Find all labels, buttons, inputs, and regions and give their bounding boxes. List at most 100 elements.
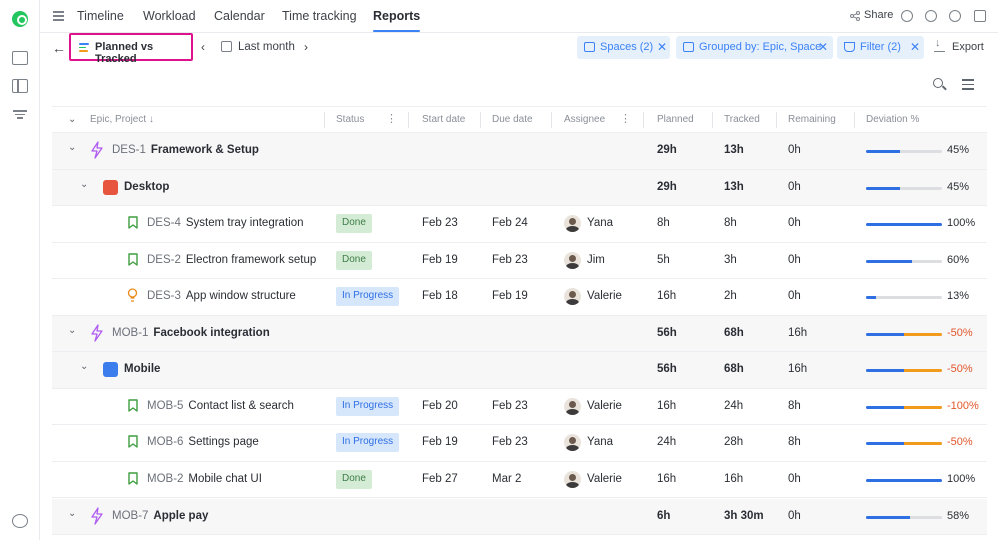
task-name[interactable]: MOB-6 Settings page [147,436,259,449]
view-settings-icon[interactable] [962,79,974,93]
tab-time-tracking[interactable]: Time tracking [282,9,357,23]
column-divider[interactable] [480,112,481,128]
col-assignee[interactable]: Assignee [564,114,606,125]
column-divider[interactable] [854,112,855,128]
search-icon[interactable] [933,78,943,88]
assignee-name[interactable]: Valerie [587,290,622,303]
epic-row[interactable]: ⌄ MOB-1 Facebook integration 56h 68h 16h -50% [52,315,987,353]
col-epic-project[interactable]: Epic, Project ↓ [90,114,154,125]
status-badge[interactable]: In Progress [336,287,400,307]
project-row[interactable]: ⌄ Desktop 29h 13h 0h 45% [52,169,987,207]
bookmark-icon [128,252,138,266]
chat-icon[interactable] [12,514,28,528]
col-tracked[interactable]: Tracked [724,114,760,125]
status-badge[interactable]: Done [336,250,372,270]
assignee-name[interactable]: Yana [587,217,614,230]
assignee-name[interactable]: Yana [587,436,614,449]
assignee-name[interactable]: Jim [587,253,605,266]
mobile-app-icon [103,362,118,378]
status-badge[interactable]: Done [336,469,372,489]
tab-workload[interactable]: Workload [143,9,196,23]
column-divider[interactable] [712,112,713,128]
task-row[interactable]: DES-4 System tray integration Done Feb 23 Fe… [52,206,987,243]
filter-chip[interactable]: Filter (2) ✕ [837,36,924,59]
assignee-name[interactable]: Valerie [587,399,622,412]
avatar [564,251,581,269]
group-icon [683,42,694,52]
tab-timeline[interactable]: Timeline [77,9,124,23]
assignee-name[interactable]: Valerie [587,472,622,485]
grouped-by-chip[interactable]: Grouped by: Epic, Space ✕ [676,36,833,59]
task-row[interactable]: MOB-5 Contact list & search In Progress Feb… [52,389,987,426]
collapse-chevron-icon[interactable]: ⌄ [80,361,89,373]
close-icon[interactable]: ✕ [657,40,668,54]
collapse-chevron-icon[interactable]: ⌄ [80,178,89,190]
tracked-value: 24h [724,399,744,412]
project-name[interactable]: Desktop [124,180,170,193]
column-divider[interactable] [643,112,644,128]
task-name[interactable]: DES-4 System tray integration [147,217,304,230]
column-divider[interactable] [408,112,409,128]
collapse-chevron-icon[interactable]: ⌄ [68,324,77,336]
col-deviation[interactable]: Deviation % [866,114,920,125]
project-row[interactable]: ⌄ Mobile 56h 68h 16h -50% [52,352,987,389]
menu-icon[interactable] [53,11,64,23]
due-date: Feb 23 [492,399,528,412]
collapse-chevron-icon[interactable]: ⌄ [68,142,77,153]
spaces-chip[interactable]: Spaces (2) ✕ [577,36,670,59]
collapse-all-chevron-icon[interactable]: ⌄ [68,114,77,125]
task-row[interactable]: DES-3 App window structure In Progress Feb … [52,279,987,316]
epic-name[interactable]: MOB-1 Facebook integration [112,326,270,339]
column-divider[interactable] [776,112,777,128]
col-start-date[interactable]: Start date [422,114,466,125]
task-name[interactable]: DES-3 App window structure [147,290,296,303]
task-name[interactable]: MOB-2 Mobile chat UI [147,472,262,485]
task-row[interactable]: MOB-6 Settings page In Progress Feb 19 Feb 2… [52,425,987,462]
top-nav: Timeline Workload Calendar Time tracking… [40,0,998,33]
task-name[interactable]: DES-2 Electron framework setup [147,253,317,266]
close-icon[interactable]: ✕ [818,40,829,54]
folder-icon[interactable] [12,51,28,65]
settings-gear-icon[interactable] [949,10,961,22]
period-selector[interactable]: Last month [238,41,295,53]
epic-row[interactable]: ⌄ MOB-7 Apple pay 6h 3h 30m 0h 58% [52,498,987,535]
epic-name[interactable]: MOB-7 Apple pay [112,509,209,522]
share-button[interactable]: Share [864,9,894,21]
status-badge[interactable]: Done [336,214,372,234]
column-divider[interactable] [324,112,325,128]
board-icon[interactable] [12,79,28,93]
task-row[interactable]: MOB-2 Mobile chat UI Done Feb 27 Mar 2 Valeri… [52,462,987,499]
help-icon[interactable] [925,10,937,22]
task-name[interactable]: MOB-5 Contact list & search [147,399,294,412]
export-button[interactable]: Export [952,41,984,53]
status-column-menu-icon[interactable]: ⋮ [386,113,397,125]
app-logo-icon[interactable] [12,11,28,27]
epic-row[interactable]: ⌄ DES-1 Framework & Setup 29h 13h 0h 45% [52,133,987,170]
report-selector[interactable]: Planned vs Tracked [69,33,193,65]
share-icon[interactable] [850,11,860,21]
assignee-column-menu-icon[interactable]: ⋮ [620,113,631,125]
epic-name[interactable]: DES-1 Framework & Setup [112,144,259,156]
tab-reports[interactable]: Reports [373,9,421,32]
col-status[interactable]: Status [336,114,365,125]
filter-icon[interactable] [12,108,28,122]
col-planned[interactable]: Planned [657,114,694,125]
avatar [564,470,581,488]
col-due-date[interactable]: Due date [492,114,533,125]
column-divider[interactable] [551,112,552,128]
remaining-value: 0h [788,290,801,303]
col-remaining[interactable]: Remaining [788,114,836,125]
status-badge[interactable]: In Progress [336,433,400,453]
refresh-icon[interactable] [901,10,913,22]
tracked-value: 13h [724,144,744,156]
close-icon[interactable]: ✕ [910,40,921,54]
tab-calendar[interactable]: Calendar [214,9,265,23]
collapse-chevron-icon[interactable]: ⌄ [68,507,77,519]
project-name[interactable]: Mobile [124,363,161,376]
panel-toggle-icon[interactable] [974,10,986,22]
status-badge[interactable]: In Progress [336,396,400,416]
task-row[interactable]: DES-2 Electron framework setup Done Feb 19 F… [52,243,987,280]
back-arrow-icon[interactable]: ← [52,40,66,56]
next-period-chevron-icon[interactable]: › [304,40,308,54]
prev-period-chevron-icon[interactable]: ‹ [201,40,205,54]
